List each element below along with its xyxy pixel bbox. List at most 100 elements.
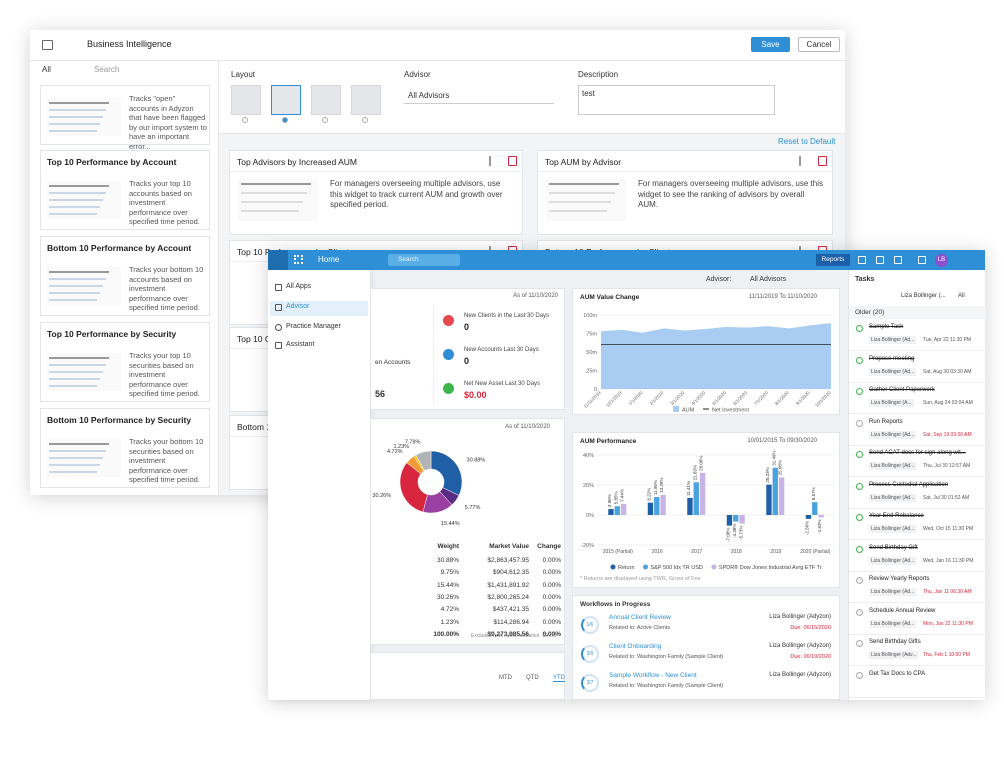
task-title[interactable]: Send Birthday Gifts	[869, 639, 921, 645]
advisor-value[interactable]: All Advisors	[750, 276, 787, 283]
workflow-title[interactable]: Annual Client Review	[609, 614, 671, 621]
toolbar-icon[interactable]	[918, 256, 926, 264]
menu-item[interactable]	[270, 339, 368, 354]
menu-icon	[275, 342, 282, 349]
thumb-line	[49, 450, 106, 452]
reset-link[interactable]: Reset to Default	[778, 137, 836, 146]
stat-value: 0	[464, 322, 470, 332]
reports-button[interactable]: Reports	[816, 254, 850, 266]
layout-option[interactable]	[311, 85, 341, 115]
task-check[interactable]	[856, 482, 863, 490]
advisor-label: Advisor:	[706, 276, 732, 283]
x-tick-label: 6/1/2020	[732, 390, 748, 406]
data-label: 30.88%	[467, 458, 486, 464]
task-title[interactable]: Gather Client Paperwork	[869, 387, 935, 393]
filter[interactable]: All	[42, 65, 51, 74]
task-title[interactable]: Propose meeting	[869, 355, 915, 362]
task-check[interactable]	[856, 608, 863, 616]
task-date: Sat, Jul 30 01:52 AM	[923, 494, 970, 501]
task-row-line	[849, 444, 986, 446]
search[interactable]: Search	[94, 65, 120, 74]
task-check[interactable]	[856, 356, 863, 364]
task-check[interactable]	[856, 388, 863, 395]
stat-value: $0.00	[464, 390, 487, 400]
period-tab[interactable]: MTD	[499, 675, 512, 681]
card-title: Top 10 Performance by Security	[47, 329, 177, 339]
library-card[interactable]: Top 10 Performance by Account Tracks your…	[40, 150, 210, 230]
widget-subtitle: 11/11/2019 To 11/10/2020	[748, 294, 817, 300]
task-title[interactable]: Sample Task	[869, 324, 904, 330]
data-label: -4.38%	[732, 524, 737, 538]
task-check[interactable]	[856, 671, 863, 679]
layout-radio[interactable]	[362, 117, 368, 123]
toolbar-icon[interactable]	[876, 256, 884, 264]
apps-icon[interactable]	[294, 255, 303, 264]
layout-radio[interactable]	[242, 117, 248, 123]
task-check[interactable]	[856, 325, 863, 332]
layout-radio[interactable]	[282, 117, 288, 123]
status-filter[interactable]: All	[958, 293, 965, 299]
period-tab[interactable]: YTD	[553, 675, 565, 682]
task-date: Sat, Sep 19 03:00 AM	[923, 431, 972, 438]
menu-label: Practice Manager	[286, 323, 341, 330]
task-title[interactable]: Send ACAT docs for sign along wit...	[869, 450, 966, 456]
workflow-title[interactable]: Client Onboarding	[609, 643, 662, 650]
task-row-line	[849, 350, 986, 351]
task-title[interactable]: Send Birthday Gift	[869, 544, 918, 551]
task-title[interactable]: Review Yearly Reports	[869, 576, 930, 582]
task-title[interactable]: Get Tax Docs to CPA	[869, 670, 926, 677]
stat-label: en Accounts	[375, 359, 411, 366]
bar	[620, 503, 627, 515]
widget-card: AUM Value Change 11/11/2019 To 11/10/2020…	[572, 288, 840, 415]
toolbar-icon[interactable]	[894, 256, 902, 264]
tasks-title: Tasks	[855, 276, 875, 283]
task-check[interactable]	[856, 514, 863, 521]
bar	[772, 467, 778, 515]
header-line	[230, 171, 522, 172]
period-tab[interactable]: QTD	[526, 675, 539, 681]
library-card[interactable]: Bottom 10 Performance by Account Tracks y…	[40, 236, 210, 316]
task-row-line	[849, 381, 986, 383]
task-row-line	[849, 570, 986, 572]
x-tick-label: 2015 (Partial)	[603, 549, 633, 555]
layout-option[interactable]	[351, 85, 381, 115]
library-card[interactable]: Top 10 Performance by Security Tracks you…	[40, 322, 210, 402]
workflow-title[interactable]: Sample Workflow - New Client	[609, 672, 697, 679]
task-check[interactable]	[856, 451, 863, 458]
advisor-select[interactable]: All Advisors	[404, 87, 554, 104]
layout-radio[interactable]	[322, 117, 328, 123]
cancel-button[interactable]: Cancel	[798, 37, 840, 52]
task-title[interactable]: Schedule Annual Review	[869, 607, 936, 614]
task-check[interactable]	[856, 545, 863, 553]
toolbar-icon[interactable]	[858, 256, 866, 264]
workflow-owner: Liza Bollinger (Adyzon)	[769, 672, 831, 678]
task-check[interactable]	[856, 640, 863, 647]
layout-option[interactable]	[271, 85, 301, 115]
menu-item[interactable]	[270, 281, 368, 296]
save-button[interactable]: Save	[751, 37, 790, 52]
table-cell: 0.00%	[542, 593, 561, 601]
task-title[interactable]: Run Reports	[869, 418, 903, 425]
workflows-card: Workflows in Progress 1/6 Annual Client Re…	[572, 595, 840, 700]
thumb-line	[49, 371, 103, 373]
task-check[interactable]	[856, 419, 863, 427]
library-card[interactable]: Bottom 10 Performance by Security Tracks …	[40, 408, 210, 488]
delete-icon[interactable]	[508, 156, 517, 166]
library-card[interactable]: Tracks "open" accounts in Adyzon that ha…	[40, 85, 210, 151]
task-check[interactable]	[856, 577, 863, 584]
search-box[interactable]: Search	[388, 254, 460, 266]
description-input[interactable]: test	[578, 85, 775, 115]
task-title[interactable]: Process Custodial Application	[869, 481, 949, 488]
home-icon[interactable]	[268, 250, 288, 270]
settings-divider	[219, 133, 845, 134]
avatar[interactable]: LB	[935, 254, 948, 267]
delete-icon[interactable]	[818, 156, 827, 166]
download-icon[interactable]	[489, 156, 491, 166]
download-icon[interactable]	[799, 156, 801, 166]
menu-item[interactable]	[270, 301, 368, 316]
owner-filter[interactable]: Liza Bollinger (...	[901, 293, 946, 299]
task-title[interactable]: Year End Rebalance	[869, 513, 924, 519]
stat-label: Net New Asset Last 30 Days	[464, 381, 541, 387]
layout-option[interactable]	[231, 85, 261, 115]
thumb-line	[49, 123, 100, 125]
